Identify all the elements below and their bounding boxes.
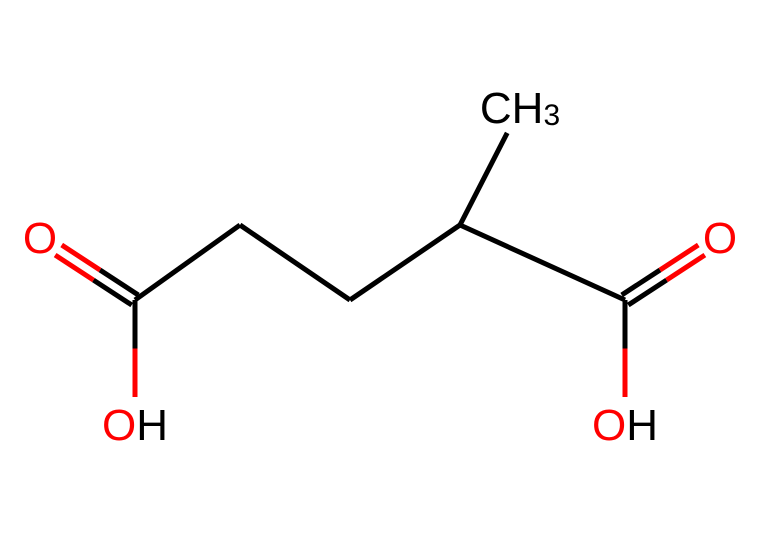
atom-label-O1h: OH <box>102 401 168 450</box>
atom-label-O1d: O <box>23 214 57 263</box>
molecule-diagram: CH3 O OH O OH <box>0 0 762 536</box>
atom-label-O5d: O <box>703 214 737 263</box>
atom-label-CH3: CH3 <box>480 84 560 133</box>
atom-label-O5h: OH <box>592 401 658 450</box>
